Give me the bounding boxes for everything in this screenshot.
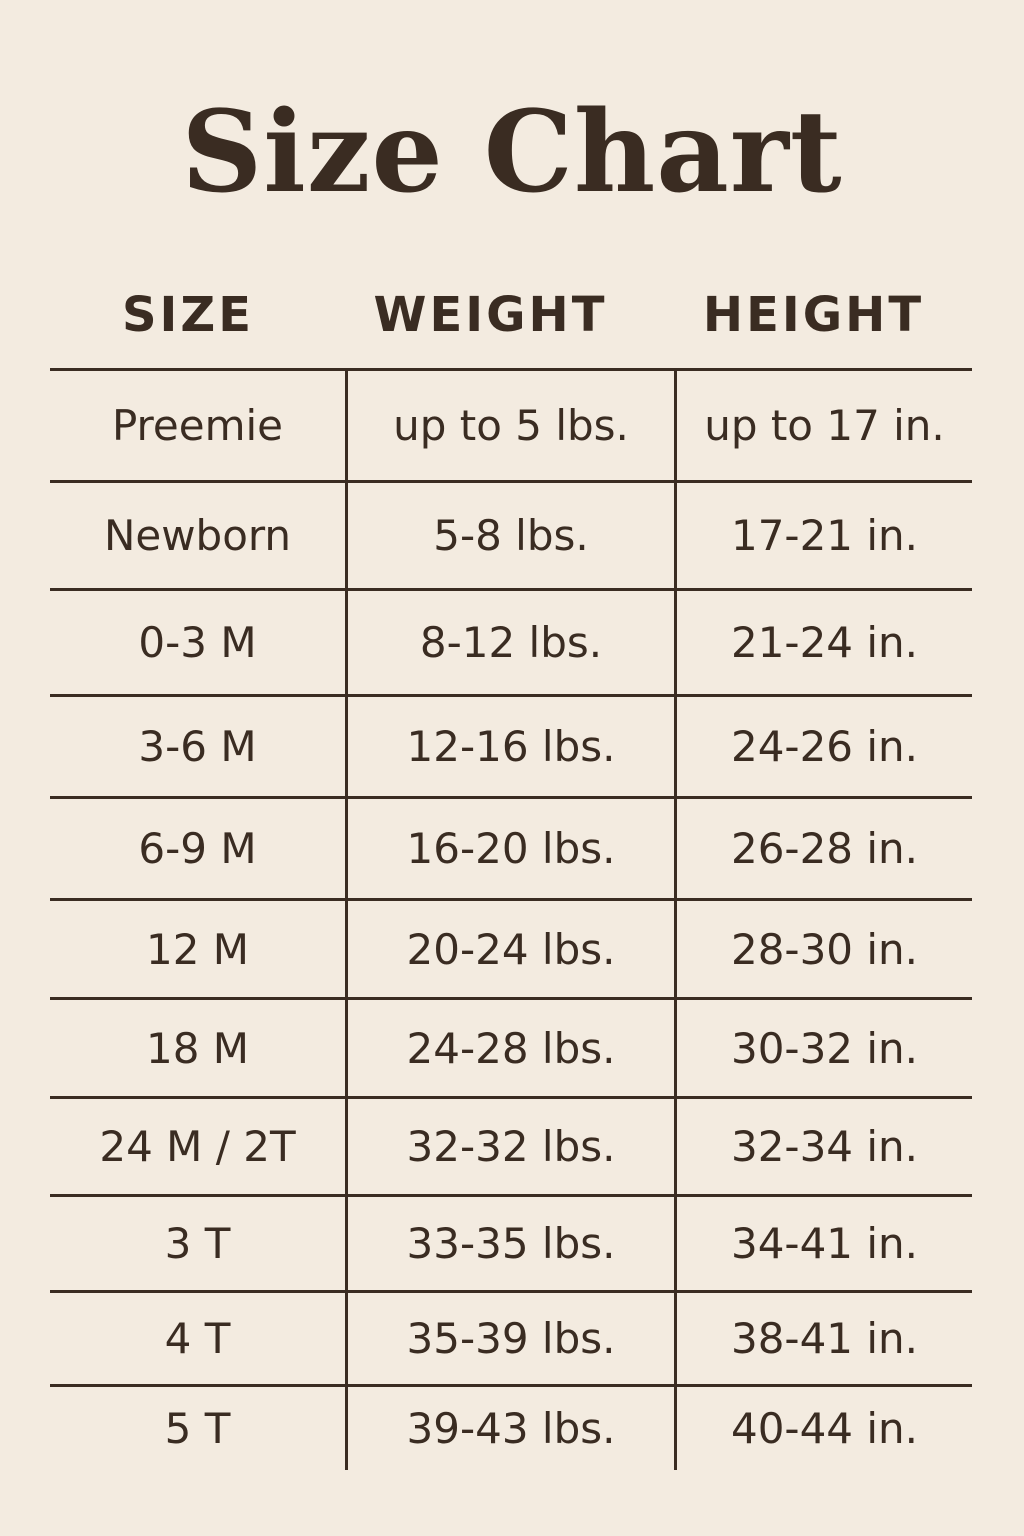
cell-size: Preemie <box>50 371 348 480</box>
table-row: 6-9 M 16-20 lbs. 26-28 in. <box>50 796 972 898</box>
cell-height: 30-32 in. <box>730 1023 919 1073</box>
table-row: 0-3 M 8-12 lbs. 21-24 in. <box>50 588 972 694</box>
header-size: SIZE <box>121 287 255 343</box>
cell-size: 0-3 M <box>50 591 348 694</box>
cell-weight: 12-16 lbs. <box>348 697 677 796</box>
size-table: Preemie up to 5 lbs. up to 17 in. Newborn 5-… <box>50 368 972 1470</box>
cell-weight: 16-20 lbs. <box>348 799 677 898</box>
table-row: 18 M 24-28 lbs. 30-32 in. <box>50 997 972 1096</box>
cell-height: 21-24 in. <box>730 618 919 667</box>
cell-size: 24 M / 2T <box>50 1099 348 1194</box>
cell-weight: 32-32 lbs. <box>348 1099 677 1194</box>
cell-weight: 5-8 lbs. <box>348 483 677 588</box>
cell-weight: 24-28 lbs. <box>348 1000 677 1096</box>
cell-weight: 33-35 lbs. <box>348 1197 677 1290</box>
cell-weight: 20-24 lbs. <box>348 901 677 997</box>
cell-size: 4 T <box>50 1293 348 1384</box>
cell-height: 38-41 in. <box>730 1314 919 1363</box>
cell-height: 40-44 in. <box>730 1404 919 1453</box>
cell-weight: up to 5 lbs. <box>348 371 677 480</box>
page-title: Size Chart <box>181 87 843 218</box>
cell-size: 3 T <box>50 1197 348 1290</box>
cell-size: 6-9 M <box>50 799 348 898</box>
header-weight: WEIGHT <box>373 287 608 343</box>
table-row: Preemie up to 5 lbs. up to 17 in. <box>50 368 972 480</box>
table-row: 3 T 33-35 lbs. 34-41 in. <box>50 1194 972 1290</box>
cell-weight: 8-12 lbs. <box>348 591 677 694</box>
cell-size: 18 M <box>50 1000 348 1096</box>
table-header: SIZE WEIGHT HEIGHT <box>50 280 972 350</box>
cell-size: 5 T <box>50 1387 348 1470</box>
cell-height: 32-34 in. <box>730 1122 919 1171</box>
table-row: 4 T 35-39 lbs. 38-41 in. <box>50 1290 972 1384</box>
table-row: Newborn 5-8 lbs. 17-21 in. <box>50 480 972 588</box>
header-height: HEIGHT <box>702 287 925 343</box>
cell-weight: 35-39 lbs. <box>348 1293 677 1384</box>
cell-height: 24-26 in. <box>730 722 919 771</box>
table-row: 24 M / 2T 32-32 lbs. 32-34 in. <box>50 1096 972 1194</box>
cell-height: 17-21 in. <box>730 511 919 560</box>
cell-size: 3-6 M <box>50 697 348 796</box>
table-row: 3-6 M 12-16 lbs. 24-26 in. <box>50 694 972 796</box>
cell-size: 12 M <box>50 901 348 997</box>
table-row: 5 T 39-43 lbs. 40-44 in. <box>50 1384 972 1470</box>
cell-weight: 39-43 lbs. <box>348 1387 677 1470</box>
cell-height: 34-41 in. <box>730 1219 919 1268</box>
cell-height: up to 17 in. <box>704 401 945 450</box>
cell-height: 26-28 in. <box>730 824 919 873</box>
cell-height: 28-30 in. <box>730 924 919 974</box>
cell-size: Newborn <box>50 483 348 588</box>
table-row: 12 M 20-24 lbs. 28-30 in. <box>50 898 972 997</box>
